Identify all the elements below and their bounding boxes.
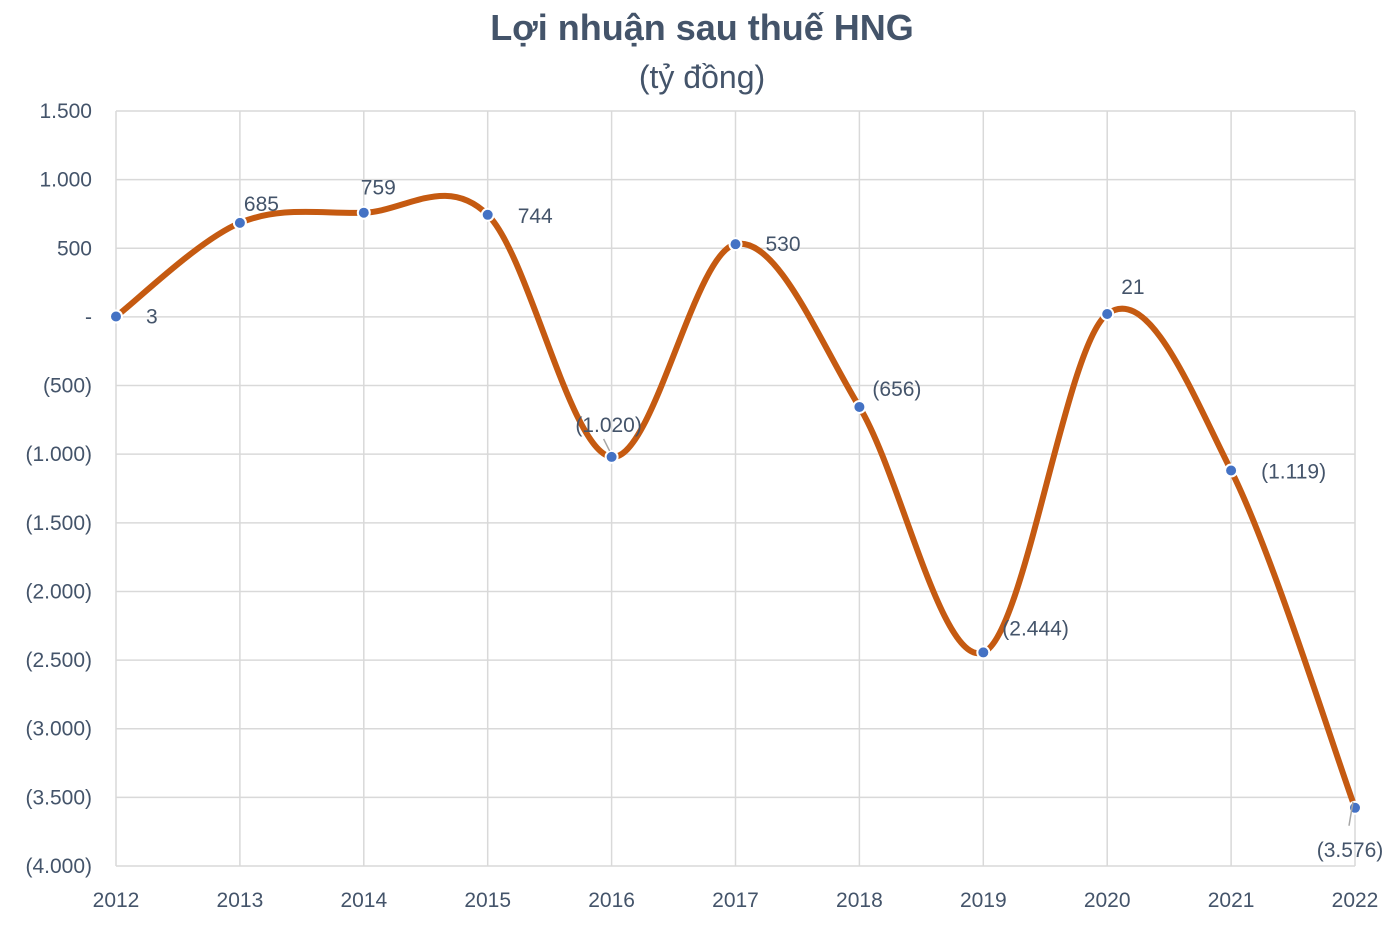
x-tick-label: 2014 bbox=[340, 889, 387, 912]
x-tick-label: 2022 bbox=[1332, 889, 1379, 912]
data-point-marker bbox=[604, 449, 619, 464]
data-point-marker bbox=[976, 645, 991, 660]
y-tick-label: 1.000 bbox=[39, 169, 92, 192]
y-tick-label: (1.500) bbox=[25, 512, 92, 535]
y-tick-label: 500 bbox=[57, 237, 92, 260]
chart-title: Lợi nhuận sau thuế HNG bbox=[490, 7, 914, 48]
y-tick-label: (500) bbox=[43, 375, 92, 398]
x-tick-label: 2019 bbox=[960, 889, 1007, 912]
data-point-marker bbox=[109, 309, 123, 324]
x-tick-label: 2018 bbox=[836, 889, 883, 912]
data-label: 685 bbox=[244, 193, 279, 216]
data-label: (3.576) bbox=[1317, 839, 1384, 862]
data-label: 530 bbox=[766, 233, 801, 256]
y-tick-label: (2.500) bbox=[25, 649, 92, 672]
x-tick-label: 2016 bbox=[588, 889, 635, 912]
data-point-marker bbox=[1224, 463, 1239, 478]
data-label: (656) bbox=[872, 378, 921, 401]
data-label: 759 bbox=[361, 177, 396, 200]
x-tick-label: 2015 bbox=[464, 889, 511, 912]
label-leader-line bbox=[1348, 801, 1354, 826]
data-point-marker bbox=[852, 399, 867, 414]
data-point-marker bbox=[232, 215, 247, 230]
data-point-marker bbox=[1100, 307, 1115, 322]
y-tick-label: (4.000) bbox=[25, 855, 92, 878]
y-tick-label: (2.000) bbox=[25, 580, 92, 603]
y-tick-label: (1.000) bbox=[25, 443, 92, 466]
data-point-marker bbox=[480, 207, 495, 222]
y-tick-label: (3.000) bbox=[25, 718, 92, 741]
data-label: 21 bbox=[1121, 276, 1144, 299]
y-tick-label: 1.500 bbox=[39, 100, 92, 123]
data-point-marker bbox=[356, 205, 371, 220]
y-tick-label: - bbox=[85, 306, 92, 329]
x-tick-label: 2020 bbox=[1084, 889, 1131, 912]
chart-subtitle: (tỷ đồng) bbox=[639, 59, 765, 95]
data-label: 3 bbox=[146, 305, 158, 328]
data-label: 744 bbox=[518, 205, 553, 228]
x-tick-label: 2013 bbox=[217, 889, 264, 912]
label-leader-line bbox=[602, 438, 611, 452]
data-point-marker bbox=[728, 237, 743, 252]
x-tick-label: 2021 bbox=[1208, 889, 1255, 912]
y-tick-label: (3.500) bbox=[25, 786, 92, 809]
data-label: (1.119) bbox=[1261, 461, 1326, 484]
x-tick-label: 2012 bbox=[93, 889, 140, 912]
x-tick-label: 2017 bbox=[712, 889, 759, 912]
data-label: (1.020) bbox=[575, 414, 642, 437]
data-label: (2.444) bbox=[1002, 617, 1069, 640]
